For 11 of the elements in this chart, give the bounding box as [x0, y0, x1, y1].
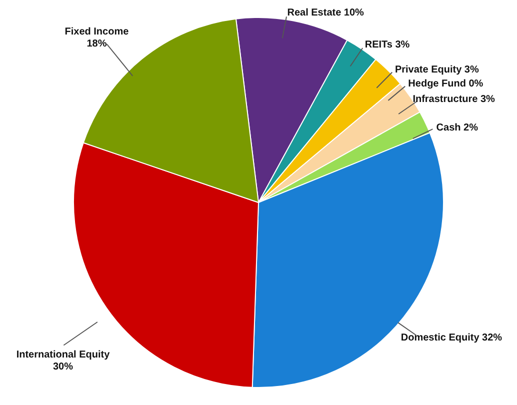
slice-label: Domestic Equity 32% — [400, 332, 502, 344]
slice-label: International Equity — [16, 349, 110, 360]
slice-label: Fixed Income — [64, 26, 130, 38]
slice-label: Private Equity 3% — [394, 64, 479, 76]
category-label: Hedge Fund 0% — [408, 78, 484, 90]
slice-label: REITs 3% — [364, 40, 410, 51]
slice-label: Infrastructure 3% — [412, 94, 496, 106]
slice-label: Cash 2% — [436, 122, 478, 134]
data-label: 30% — [52, 361, 74, 372]
slice-label: Real Estate 10% — [287, 8, 364, 19]
data-label: 18% — [86, 38, 107, 50]
